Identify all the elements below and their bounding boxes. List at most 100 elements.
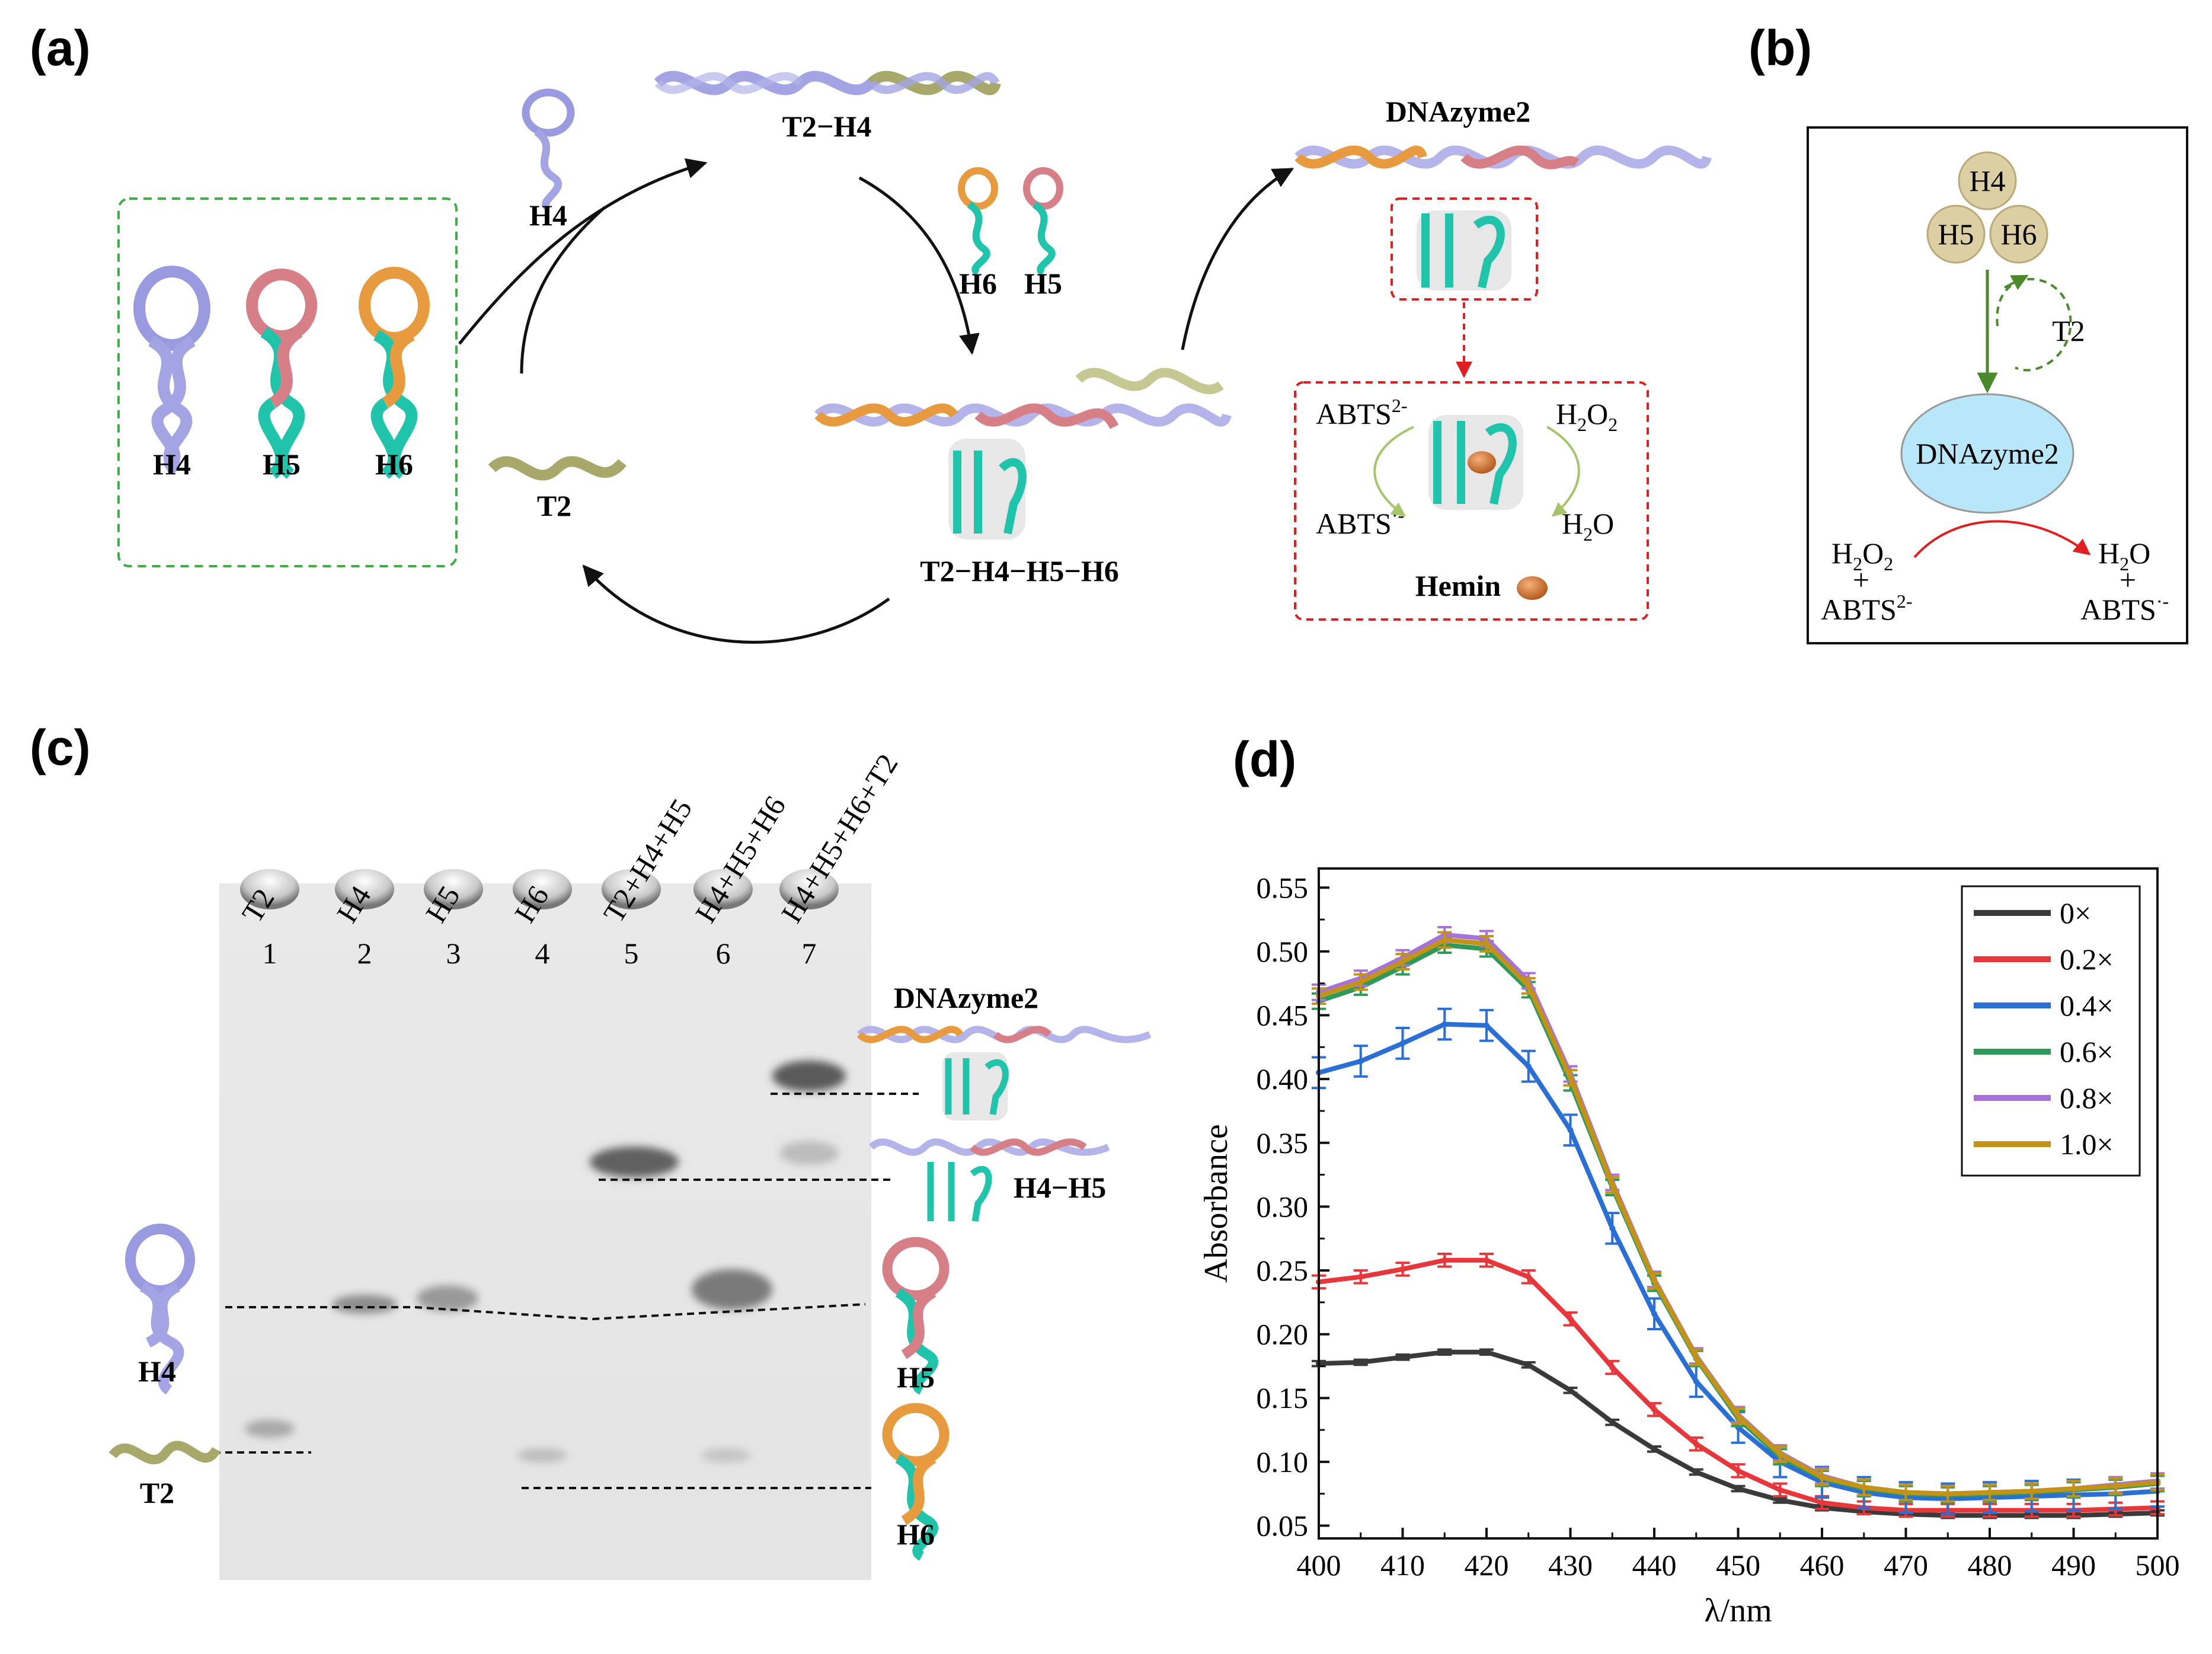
hemin-icon [1517,576,1548,600]
y-tick-label: 0.05 [1257,1509,1309,1542]
label-small-h6: H6 [959,267,997,300]
x-tick-label: 450 [1716,1548,1760,1582]
lane-number-7: 7 [802,937,817,970]
gel-well-5 [602,869,661,909]
x-tick-label: 410 [1380,1548,1425,1582]
data-point [1567,1127,1574,1133]
data-point [1903,1489,1909,1496]
abts-radical-label-b: ABTS·- [2080,590,2169,626]
data-point [1777,1451,1783,1457]
legend-label-5: 1.0× [2060,1128,2114,1161]
band-lane6-h6 [701,1448,751,1463]
data-point [1987,1489,1993,1496]
gquad-hemin [1428,415,1523,510]
label-h6-c: H6 [897,1518,935,1551]
t2h4h5h6-complex [814,368,1232,539]
small-h5 [1023,167,1063,276]
data-point [1525,1063,1532,1069]
data-point [1777,1487,1783,1493]
band-lane2-h4 [332,1295,397,1314]
arrow-t2-join [520,206,606,374]
h2o-label: H2O [1562,507,1614,545]
lane-number-5: 5 [624,937,639,970]
data-point [1777,1497,1783,1503]
data-point [1484,940,1489,947]
panel-label-c: (c) [30,720,91,775]
dnazyme-core-box [1391,197,1538,301]
x-tick-label: 500 [2136,1548,2180,1582]
t2-strand [488,456,627,481]
gel-well-3 [424,869,483,909]
abts-radical-label: ABTS·- [1316,504,1404,540]
label-t2h4: T2−H4 [782,110,872,143]
x-tick-label: 400 [1297,1548,1341,1582]
data-point [1735,1413,1741,1419]
band-lane4-h6 [517,1448,567,1463]
band-lane6-h4h5h6 [692,1269,772,1310]
data-point [1567,1387,1574,1394]
arrow-h2o2 [1546,426,1580,517]
y-tick-label: 0.45 [1257,999,1309,1032]
h4-schematic-c [125,1224,195,1395]
legend-box [1961,885,2141,1177]
data-point [1651,1311,1657,1317]
data-point [1693,1441,1699,1447]
legend-label-3: 0.6× [2060,1035,2114,1068]
data-point [1399,959,1406,965]
hairpin-h4 [133,266,210,474]
x-tick-label: 430 [1548,1548,1593,1582]
data-point [1609,1182,1616,1188]
legend-label-4: 0.8× [2060,1081,2114,1115]
x-axis-title: λ/nm [1704,1592,1772,1629]
h2o2-label-b: H2O2 [1831,537,1893,574]
small-h4 [522,88,575,211]
absorbance-chart: 400 410 420 430 440 450 460 470 480 490 500 0.05 0.1… [1198,867,2180,1629]
dnazyme-schematic-c [856,1026,1152,1120]
label-h4: H4 [153,448,191,481]
panel-b: H4 H5 H6 T2 DNAzyme2 H2O2 + ABTS2- H2O +… [1807,126,2188,644]
lane-number-1: 1 [263,937,277,970]
h2o2-label: H2O2 [1556,397,1618,435]
t2-label-b: T2 [2052,314,2085,347]
y-tick-label: 0.20 [1257,1318,1309,1351]
panel-c: T21H42H53H64T2+H4+H55H4+H5+H66H4+H5+H6+T… [108,748,1152,1580]
h4h5-schematic-c [868,1138,1110,1222]
data-point [1651,1446,1657,1452]
dnazyme-node [1900,393,2074,514]
label-h4h5-c: H4−H5 [1014,1171,1106,1204]
data-point [1609,1419,1616,1426]
data-point [1693,1469,1699,1476]
arrow-to-dnazyme [1181,167,1294,350]
data-point [1484,1349,1489,1355]
arrow-box-to-t2h4 [458,158,708,345]
y-tick-label: 0.35 [1257,1126,1309,1160]
lane-number-3: 3 [446,937,461,970]
x-tick-label: 470 [1884,1548,1928,1582]
data-point [1441,1021,1448,1027]
data-point [1693,1378,1699,1385]
data-point [1399,1040,1406,1046]
hairpin-h6 [359,267,430,479]
x-tick-label: 490 [2051,1548,2096,1582]
data-point [1441,937,1448,943]
data-point [1441,1257,1448,1263]
label-dnazyme2-c: DNAzyme2 [894,981,1038,1014]
data-point [1525,983,1532,989]
band-lane3-h5 [417,1285,478,1311]
gquad-core [1417,210,1511,290]
label-h5-c: H5 [897,1361,935,1394]
hemin-label: Hemin [1415,569,1501,602]
data-point [1399,1354,1406,1361]
panel-a: H4 H5 H6 H4 T2 T2−H4 [117,71,1712,644]
dnazyme-label-b: DNAzyme2 [1916,437,2059,470]
hairpin-box [117,197,458,567]
panel-label-b: (b) [1748,20,1812,76]
x-tick-label: 420 [1465,1548,1509,1582]
arrow-reaction-b [1913,520,2091,558]
node-h4 [1958,151,2017,210]
legend-label-0: 0× [2060,896,2091,930]
h6-schematic-c [882,1403,950,1561]
x-tick-label: 480 [1968,1548,2012,1582]
data-point [1357,1359,1364,1365]
